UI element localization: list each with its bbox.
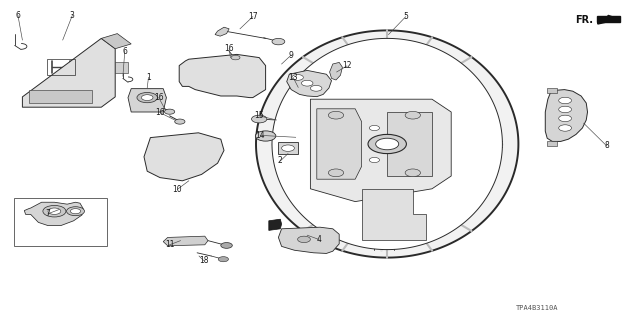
Circle shape xyxy=(298,236,310,243)
Circle shape xyxy=(368,134,406,154)
Bar xyxy=(14,198,107,246)
Circle shape xyxy=(252,115,267,123)
Text: 2: 2 xyxy=(278,156,283,165)
Circle shape xyxy=(255,131,276,141)
Circle shape xyxy=(231,55,240,60)
Polygon shape xyxy=(387,112,432,176)
Text: 13: 13 xyxy=(288,73,298,82)
Text: 11: 11 xyxy=(165,240,174,249)
Polygon shape xyxy=(330,62,342,80)
Circle shape xyxy=(559,106,572,113)
Text: 16: 16 xyxy=(224,44,234,53)
Text: 3: 3 xyxy=(70,11,75,20)
Polygon shape xyxy=(278,142,298,154)
Circle shape xyxy=(328,111,344,119)
Bar xyxy=(47,59,76,75)
Circle shape xyxy=(559,115,572,122)
Polygon shape xyxy=(269,219,282,230)
Polygon shape xyxy=(278,227,339,253)
Polygon shape xyxy=(317,109,362,179)
Circle shape xyxy=(369,157,380,163)
Polygon shape xyxy=(256,30,518,258)
Polygon shape xyxy=(115,62,128,73)
Text: 1: 1 xyxy=(146,73,151,82)
Circle shape xyxy=(328,169,344,177)
Circle shape xyxy=(559,97,572,104)
Polygon shape xyxy=(362,189,426,240)
Circle shape xyxy=(405,169,420,177)
Circle shape xyxy=(221,243,232,248)
Text: 5: 5 xyxy=(403,12,408,21)
Polygon shape xyxy=(545,90,588,141)
Circle shape xyxy=(405,111,420,119)
Polygon shape xyxy=(179,54,266,98)
Circle shape xyxy=(292,75,303,80)
Text: 6: 6 xyxy=(15,11,20,20)
Circle shape xyxy=(282,145,294,151)
Text: 4: 4 xyxy=(316,235,321,244)
Polygon shape xyxy=(287,70,332,97)
Polygon shape xyxy=(163,236,208,246)
Text: 15: 15 xyxy=(254,111,264,120)
Text: 17: 17 xyxy=(248,12,258,21)
Circle shape xyxy=(310,85,322,91)
Polygon shape xyxy=(22,38,115,107)
Text: 16: 16 xyxy=(155,108,165,117)
Circle shape xyxy=(137,92,157,103)
Polygon shape xyxy=(597,16,620,22)
Polygon shape xyxy=(101,34,131,49)
Text: FR.: FR. xyxy=(575,15,593,25)
Circle shape xyxy=(164,109,175,114)
Circle shape xyxy=(559,125,572,131)
Polygon shape xyxy=(310,99,451,202)
Polygon shape xyxy=(547,88,557,93)
Circle shape xyxy=(175,119,185,124)
Circle shape xyxy=(218,257,228,262)
Circle shape xyxy=(272,38,285,45)
Text: 8: 8 xyxy=(604,141,609,150)
Text: 6: 6 xyxy=(122,47,127,56)
Polygon shape xyxy=(547,141,557,146)
Circle shape xyxy=(48,208,61,214)
Circle shape xyxy=(369,125,380,131)
Text: 16: 16 xyxy=(154,93,164,102)
Text: 9: 9 xyxy=(289,51,294,60)
Text: 7: 7 xyxy=(45,209,51,218)
Polygon shape xyxy=(272,38,502,250)
Polygon shape xyxy=(598,15,620,24)
Circle shape xyxy=(43,205,66,217)
Polygon shape xyxy=(29,90,92,103)
Text: 18: 18 xyxy=(199,256,208,265)
Text: 14: 14 xyxy=(255,131,266,140)
Polygon shape xyxy=(128,89,166,112)
Text: TPA4B3110A: TPA4B3110A xyxy=(516,305,559,311)
Circle shape xyxy=(301,80,313,86)
Circle shape xyxy=(70,209,81,214)
Circle shape xyxy=(67,207,84,216)
Text: 10: 10 xyxy=(172,185,182,194)
Polygon shape xyxy=(24,202,83,226)
Text: 12: 12 xyxy=(342,61,351,70)
Polygon shape xyxy=(215,27,229,36)
Polygon shape xyxy=(144,133,224,181)
Circle shape xyxy=(141,95,153,100)
Circle shape xyxy=(376,138,399,150)
